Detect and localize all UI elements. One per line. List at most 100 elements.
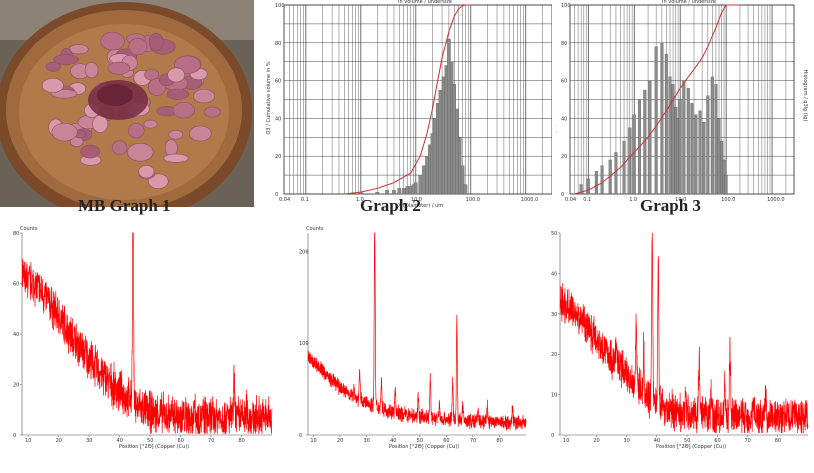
cumulative-curve — [574, 4, 740, 195]
x-tick-label: 0.04 — [565, 197, 576, 203]
histogram-bar — [385, 190, 389, 195]
cumulative-curve — [344, 4, 471, 195]
sample-photo — [0, 0, 254, 207]
xrd-pattern-3: 10 20 30 40 50 60 70 80 0 10 20 30 40 50 Position [°2Θ… — [536, 225, 814, 471]
histogram-bar — [614, 152, 618, 195]
psd-graph-2: 0.04 0.1 1.0 10.0 100.0 1000.0 0 20 40 60 80 100 In … — [262, 0, 552, 210]
x-tick-label: 70 — [745, 438, 751, 444]
histogram-bar — [664, 53, 668, 195]
histogram-bar — [724, 174, 728, 195]
histogram-bar — [579, 184, 583, 195]
xrd-trace — [21, 232, 273, 435]
y-tick-label: 40 — [551, 271, 557, 277]
x-tick-label: 10.0 — [411, 197, 422, 203]
x-tick-label: 100.0 — [466, 197, 480, 203]
histogram-bar — [702, 122, 706, 195]
histogram-bar — [594, 171, 598, 195]
x-tick-label: 60 — [178, 438, 184, 444]
histogram-bar — [698, 110, 702, 195]
pellet — [166, 88, 190, 100]
pellet — [80, 144, 100, 159]
y-tick-label: 50 — [551, 231, 557, 237]
histogram-bar — [375, 191, 380, 195]
pellet — [189, 125, 212, 142]
y-tick-label: 100 — [561, 3, 571, 9]
histogram-bar — [401, 188, 406, 195]
x-tick-label: 20 — [593, 438, 599, 444]
y-tick-label: 0 — [275, 192, 278, 198]
x-tick-label: 1000.0 — [521, 197, 539, 203]
y-tick-label: 200 — [299, 249, 309, 255]
histogram-bar — [422, 165, 426, 195]
x-tick-label: 0.04 — [279, 197, 290, 203]
x-tick-label: 100.0 — [721, 197, 735, 203]
chart-title: In volume / undersize — [398, 0, 452, 5]
x-axis-label: X (Diameter) / um — [398, 203, 443, 209]
x-tick-label: 40 — [390, 438, 396, 444]
x-tick-label: 70 — [470, 438, 476, 444]
xrd-trace — [559, 232, 809, 434]
x-tick-label: 60 — [714, 438, 720, 444]
pellet — [41, 77, 64, 93]
pellet — [84, 61, 99, 79]
x-tick-label: 10.0 — [675, 197, 686, 203]
y-tick-label: 100 — [275, 3, 285, 9]
x-tick-label: 20 — [56, 438, 62, 444]
pellet — [111, 140, 128, 155]
histogram-bar — [414, 182, 418, 195]
pellet — [168, 130, 184, 140]
histogram-bar — [632, 114, 636, 195]
histogram-bar — [628, 127, 632, 195]
y-tick-label: 80 — [13, 231, 19, 237]
x-tick-label: 50 — [417, 438, 423, 444]
y-tick-label: 100 — [299, 341, 309, 347]
x-tick-label: 60 — [443, 438, 449, 444]
psd-graph-3-caption: Graph 3 — [640, 196, 701, 215]
histogram-bar — [714, 84, 718, 195]
x-tick-label: 20 — [337, 438, 343, 444]
x-axis-label: Position [°2Θ] (Copper (Cu)) — [656, 444, 726, 450]
y-tick-label: 60 — [13, 282, 19, 288]
pellet — [127, 142, 154, 162]
x-tick-label: 10 — [25, 438, 31, 444]
x-tick-label: 1.0 — [629, 197, 637, 203]
xrd-pattern-2: 10 20 30 40 50 60 70 80 0 100 200 Position [°2Θ] (C… — [282, 225, 532, 471]
x-axis-label: Position [°2Θ] (Copper (Cu)) — [119, 444, 189, 450]
histogram-bar — [706, 95, 710, 195]
x-tick-label: 50 — [147, 438, 153, 444]
pellet — [148, 32, 164, 51]
psd-graph-2-caption: Graph 2 — [360, 196, 421, 215]
y-tick-label: 20 — [551, 352, 557, 358]
pellet — [193, 88, 215, 104]
histogram-bar — [660, 42, 664, 195]
xrd-trace — [307, 232, 527, 431]
y-tick-label: 30 — [551, 312, 557, 318]
histogram-bar — [418, 174, 422, 195]
y-tick-label: 60 — [275, 79, 281, 85]
x-axis-label: Position [°2Θ] (Copper (Cu)) — [389, 444, 459, 450]
histogram-bar — [668, 76, 672, 195]
histogram-bar — [682, 80, 686, 195]
xrd-pattern-1: 10 20 30 40 50 60 70 80 0 20 40 60 80 Position [°2Θ] … — [0, 225, 278, 471]
histogram-bar — [405, 186, 410, 195]
x-tick-label: 1.0 — [356, 197, 364, 203]
pellet — [107, 61, 131, 75]
x-tick-label: 0.1 — [301, 197, 309, 203]
histogram-bar — [654, 46, 658, 195]
histogram-bar — [648, 80, 652, 195]
pellet — [53, 54, 79, 65]
pellet — [203, 106, 221, 118]
chart-title: In volume / undersize — [662, 0, 716, 5]
histogram-bar — [392, 190, 396, 195]
histogram-bar — [717, 118, 721, 195]
pellet — [45, 61, 61, 72]
histogram-bar — [463, 184, 468, 195]
y-tick-label: 20 — [275, 154, 281, 160]
x-tick-label: 80 — [496, 438, 502, 444]
x-tick-label: 80 — [239, 438, 245, 444]
histogram-bar — [432, 118, 437, 195]
y-tick-label: 20 — [13, 383, 19, 389]
y-tick-label: 80 — [561, 41, 567, 47]
histogram-bar — [622, 140, 626, 195]
pellet — [128, 37, 148, 56]
